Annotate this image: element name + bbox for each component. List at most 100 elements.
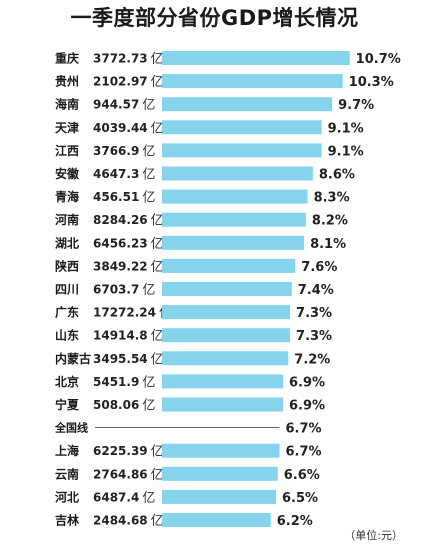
growth-label: 8.1%	[310, 237, 346, 252]
growth-bar	[162, 305, 291, 320]
growth-bar	[162, 51, 350, 65]
province-label: 海南	[55, 97, 79, 112]
growth-label: 8.3%	[314, 191, 350, 206]
growth-label: 6.6%	[284, 468, 320, 483]
growth-label: 7.4%	[298, 283, 334, 298]
growth-bar	[162, 212, 306, 227]
gdp-value: 3849.22	[93, 259, 148, 273]
growth-label: 7.2%	[294, 352, 330, 367]
growth-bar	[162, 351, 289, 366]
growth-label: 7.3%	[296, 329, 332, 344]
gdp-unit: 亿	[151, 352, 164, 367]
growth-bar	[162, 235, 305, 250]
gdp-unit: 亿	[142, 375, 155, 390]
gdp-value: 456.51	[93, 190, 139, 204]
growth-bar	[162, 97, 333, 112]
gdp-unit: 亿	[151, 329, 164, 344]
growth-label: 6.2%	[277, 514, 313, 529]
growth-label: 8.6%	[319, 168, 355, 183]
gdp-value: 508.06	[93, 398, 139, 412]
gdp-value: 6456.23	[93, 236, 148, 250]
growth-label: 10.3%	[349, 75, 394, 90]
province-label: 北京	[55, 374, 79, 389]
gdp-unit: 亿	[151, 445, 164, 460]
gdp-value: 4647.3	[93, 167, 139, 181]
gdp-value: 944.57	[93, 98, 139, 112]
growth-bar	[162, 489, 277, 504]
gdp-value: 2484.68	[93, 514, 148, 528]
growth-label: 6.9%	[289, 399, 325, 414]
province-label: 内蒙古	[55, 351, 91, 366]
gdp-value: 2102.97	[93, 75, 148, 89]
growth-label: 8.2%	[312, 214, 348, 229]
gdp-unit: 亿	[151, 468, 164, 483]
gdp-value: 14914.8	[93, 329, 148, 343]
growth-bar	[162, 74, 343, 89]
growth-label: 6.5%	[282, 491, 318, 506]
province-label: 贵州	[55, 74, 79, 89]
growth-bar	[162, 397, 284, 412]
growth-bar	[162, 374, 284, 389]
growth-bar	[162, 143, 322, 158]
gdp-value: 3495.54	[93, 352, 148, 366]
gdp-value: 17272.24	[93, 306, 156, 320]
gdp-unit: 亿	[142, 144, 155, 159]
province-label: 江西	[55, 143, 79, 158]
gdp-value: 2764.86	[93, 467, 148, 481]
gdp-value: 6487.4	[93, 490, 139, 504]
gdp-unit: 亿	[151, 237, 164, 252]
gdp-unit: 亿	[142, 191, 155, 206]
province-label: 河北	[54, 489, 79, 504]
growth-label: 6.9%	[289, 375, 325, 390]
growth-bar	[162, 282, 292, 296]
growth-label: 7.6%	[301, 260, 337, 275]
growth-bar	[162, 466, 278, 481]
province-label: 陕西	[55, 258, 79, 273]
gdp-unit: 亿	[151, 260, 164, 275]
province-label: 广东	[55, 305, 79, 320]
province-label: 宁夏	[55, 397, 80, 412]
gdp-unit: 亿	[142, 168, 155, 183]
growth-label: 10.7%	[356, 52, 401, 67]
gdp-unit: 亿	[142, 399, 155, 414]
province-label: 河南	[54, 212, 79, 227]
unit-note: （单位:元）	[344, 529, 403, 542]
gdp-unit: 亿	[151, 75, 164, 90]
national-line-value: 6.7%	[286, 422, 322, 437]
growth-label: 6.7%	[286, 445, 322, 460]
growth-bar	[162, 166, 313, 181]
growth-bar	[162, 258, 296, 273]
gdp-value: 6703.7	[93, 283, 139, 297]
gdp-value: 5451.9	[93, 375, 139, 389]
growth-bar	[162, 443, 280, 458]
province-label: 重庆	[55, 51, 79, 66]
chart-title: 一季度部分省份GDP增长情况	[70, 6, 359, 30]
province-label: 四川	[55, 283, 79, 297]
growth-bar	[162, 120, 322, 135]
gdp-value: 3766.9	[93, 144, 139, 158]
gdp-unit: 亿	[151, 214, 164, 229]
growth-label: 9.1%	[328, 144, 364, 159]
growth-bar	[162, 328, 291, 343]
province-label: 天津	[55, 120, 79, 135]
province-label: 湖北	[55, 235, 79, 250]
province-label: 青海	[55, 189, 79, 204]
gdp-unit: 亿	[151, 52, 164, 67]
province-label: 吉林	[55, 513, 79, 528]
gdp-value: 8284.26	[93, 213, 148, 227]
gdp-value: 4039.44	[93, 121, 148, 135]
national-line-label: 全国线	[54, 421, 88, 435]
growth-label: 7.3%	[296, 306, 332, 321]
gdp-unit: 亿	[151, 121, 164, 136]
gdp-unit: 亿	[142, 98, 155, 113]
province-label: 云南	[55, 466, 79, 481]
gdp-value: 3772.73	[93, 52, 148, 66]
growth-bar	[162, 189, 308, 204]
province-label: 安徽	[55, 166, 80, 181]
province-label: 上海	[55, 443, 79, 458]
growth-bar	[162, 513, 271, 527]
gdp-unit: 亿	[151, 514, 164, 529]
province-label: 山东	[55, 328, 79, 343]
growth-label: 9.1%	[328, 121, 364, 136]
